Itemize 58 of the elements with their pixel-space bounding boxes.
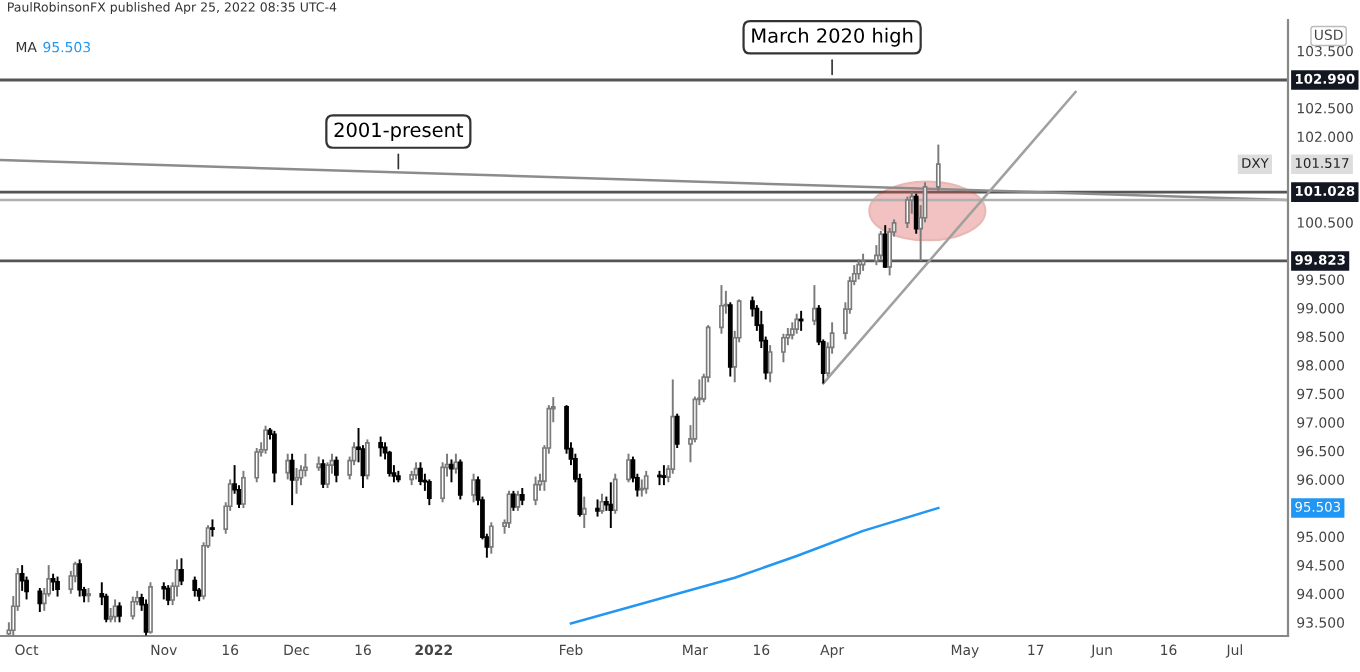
candlestick <box>130 595 136 621</box>
candlestick <box>887 227 893 277</box>
candlestick <box>581 495 587 529</box>
candlestick <box>285 452 291 481</box>
candlestick <box>643 469 649 495</box>
annotation: March 2020 high <box>752 27 913 47</box>
candlestick <box>878 229 884 261</box>
candlestick <box>511 489 516 512</box>
candlestick <box>661 464 667 487</box>
candlestick <box>325 461 330 489</box>
candlestick <box>856 258 862 281</box>
candlestick <box>767 344 773 384</box>
candlestick <box>639 478 645 498</box>
candlestick <box>904 195 910 229</box>
candlestick <box>334 455 339 484</box>
candlestick <box>798 309 804 332</box>
candlestick <box>449 458 454 484</box>
candlestick <box>457 458 463 501</box>
candlestick <box>378 435 384 458</box>
candlestick <box>781 332 786 364</box>
candlestick <box>426 478 432 507</box>
candlestick <box>294 467 299 495</box>
candlestick <box>303 452 308 478</box>
candlestick <box>254 447 260 484</box>
candlestick <box>674 412 680 449</box>
candlestick <box>471 472 476 504</box>
candlestick <box>440 461 445 504</box>
candlestick <box>241 469 246 509</box>
candlestick <box>289 452 295 507</box>
candlestick <box>418 461 423 487</box>
annotation: 2001-present <box>334 122 464 141</box>
candlestick <box>935 143 941 192</box>
candlestick <box>179 557 184 587</box>
candlestick <box>117 601 122 624</box>
candlestick <box>533 475 538 507</box>
candlestick <box>608 481 614 529</box>
candlestick <box>68 569 74 595</box>
candlestick <box>626 452 631 484</box>
candlestick <box>515 489 521 512</box>
candlestick <box>364 438 370 481</box>
candlestick <box>55 575 60 598</box>
candlestick <box>913 192 919 235</box>
line-series <box>569 506 940 625</box>
candlestick <box>148 581 153 635</box>
candlestick <box>719 284 724 335</box>
candlestick <box>210 518 215 538</box>
candlestick <box>387 449 392 478</box>
candlestick <box>794 312 800 335</box>
candlestick <box>263 424 268 455</box>
candlestick <box>453 452 459 475</box>
candlestick <box>37 587 43 613</box>
candlestick <box>77 558 83 598</box>
candlestick <box>612 472 618 515</box>
candlestick <box>19 564 25 592</box>
candlestick <box>599 492 605 515</box>
candlestick <box>192 575 198 598</box>
candlestick <box>272 429 277 484</box>
candlestick <box>488 521 494 555</box>
